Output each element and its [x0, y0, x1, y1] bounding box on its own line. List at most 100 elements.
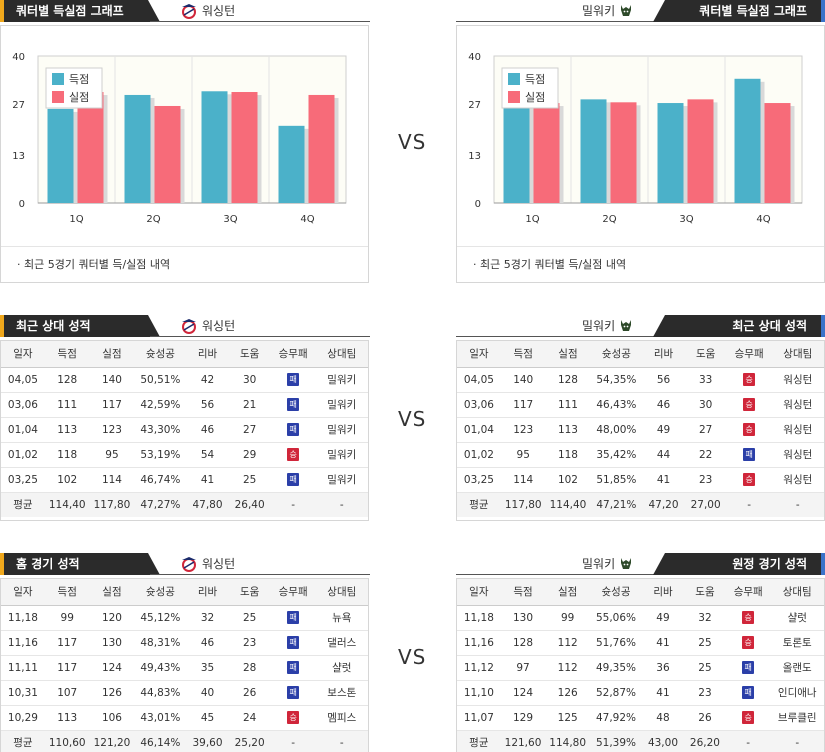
- table-cell: 123: [500, 417, 546, 443]
- column-header: 도움: [683, 579, 726, 606]
- chart-note-text: 최근 5경기 쿼터별 득/실점 내역: [480, 258, 627, 271]
- column-header: 실점: [545, 341, 591, 368]
- win-badge: 승: [287, 448, 300, 461]
- table-cell: 01,02: [1, 442, 45, 468]
- table-cell: 111: [545, 392, 591, 418]
- table-cell: 49: [641, 605, 684, 631]
- record-table: 일자 득점 실점 슛성공 리바 도움 승무패 상대팀 11,18 130 99 55,06% 49 32 승…: [457, 579, 824, 752]
- table-cell: 27,00: [684, 492, 727, 517]
- legend-swatch: [52, 91, 64, 103]
- table-row: 04,05 128 140 50,51% 42 30 패 밀워키: [1, 367, 368, 393]
- column-header: 슛성공: [590, 579, 642, 606]
- column-header: 상대팀: [770, 579, 824, 606]
- table-cell: 23: [684, 467, 727, 493]
- table-cell: 54,35%: [590, 367, 643, 393]
- table-cell: 48: [641, 705, 684, 731]
- table-cell: 140: [500, 367, 546, 393]
- table-cell: 01,04: [457, 417, 501, 443]
- legend-swatch: [52, 73, 64, 85]
- bar-scored: [657, 103, 684, 203]
- away-team-name: 밀워키: [582, 319, 616, 333]
- table-cell: 23: [228, 630, 271, 656]
- table-cell: 110,60: [44, 730, 90, 752]
- table-cell: 113: [44, 705, 90, 731]
- table-cell: 140: [89, 367, 135, 393]
- divider: [150, 336, 370, 337]
- column-header: 슛성공: [134, 579, 187, 606]
- table-cell: 118: [545, 442, 591, 468]
- table-cell: 26: [228, 680, 271, 706]
- table-cell: 01,02: [457, 442, 501, 468]
- win-badge: 승: [743, 373, 756, 386]
- table-cell: 밀워키: [315, 392, 368, 418]
- divider: [456, 336, 656, 337]
- y-tick-label: 0: [19, 199, 25, 210]
- table-cell: 04,05: [457, 367, 501, 393]
- table-cell: 107: [44, 680, 90, 706]
- table-cell: 114: [500, 467, 546, 493]
- column-header: 상대팀: [315, 341, 368, 368]
- bar-allowed: [77, 92, 104, 203]
- table-row: 01,04 123 113 48,00% 49 27 승 워싱턴: [457, 417, 824, 443]
- column-header: 득점: [44, 341, 90, 368]
- result-cell: 승: [270, 442, 316, 468]
- column-header: 승무패: [726, 341, 772, 368]
- table-cell: 47,92%: [590, 705, 642, 731]
- home-table-left: 일자 득점 실점 슛성공 리바 도움 승무패 상대팀 11,18 99 120 45,12% 32 25 패…: [0, 578, 369, 752]
- table-cell: 25: [683, 655, 726, 681]
- table-row: 01,02 118 95 53,19% 54 29 승 밀워키: [1, 442, 368, 468]
- table-cell: 51,85%: [590, 467, 643, 493]
- table-cell: 120: [89, 605, 135, 631]
- table-cell: 99: [545, 605, 590, 631]
- table-cell: 126: [89, 680, 135, 706]
- table-cell: 23: [683, 680, 726, 706]
- result-cell: 승: [725, 705, 771, 731]
- result-cell: 패: [270, 392, 316, 418]
- win-badge: 승: [743, 423, 756, 436]
- vs-label: VS: [398, 407, 427, 431]
- home-team-label: 워싱턴: [180, 555, 235, 572]
- column-header: 도움: [228, 579, 271, 606]
- table-cell: 밀워키: [315, 417, 368, 443]
- x-tick-label: 1Q: [69, 214, 83, 225]
- legend-label: 득점: [69, 73, 89, 86]
- result-cell: 승: [726, 392, 772, 418]
- legend-label: 득점: [525, 73, 545, 86]
- column-header: 일자: [1, 579, 45, 606]
- table-cell: 평균: [457, 492, 501, 517]
- table-cell: 11,07: [457, 705, 501, 731]
- table-cell: 52,87%: [590, 680, 642, 706]
- table-cell: 24: [228, 705, 271, 731]
- away-team-name: 밀워키: [582, 4, 616, 18]
- quarter-chart-panel-right: 40 27 13 0 1Q 2Q 3Q 4Q 득점 실점 · 최근 5경기 쿼터별 득/실점 내역: [456, 25, 825, 283]
- home-team-label: 워싱턴: [180, 2, 235, 19]
- table-cell: 56: [186, 392, 229, 418]
- table-cell: 117,80: [89, 492, 135, 517]
- column-header: 승무패: [270, 341, 316, 368]
- legend-swatch: [508, 73, 520, 85]
- column-header: 실점: [89, 341, 135, 368]
- table-cell: 112: [545, 630, 590, 656]
- table-cell: -: [270, 492, 316, 517]
- table-cell: 밀워키: [315, 367, 368, 393]
- table-cell: 125: [545, 705, 590, 731]
- table-cell: 39,60: [186, 730, 229, 752]
- table-cell: 32: [186, 605, 229, 631]
- table-cell: 보스톤: [315, 680, 368, 706]
- result-cell: 패: [270, 605, 316, 631]
- chart-note: · 최근 5경기 쿼터별 득/실점 내역: [1, 246, 368, 282]
- table-cell: 45: [186, 705, 229, 731]
- table-cell: 평균: [1, 730, 45, 752]
- loss-badge: 패: [287, 423, 300, 436]
- table-cell: 102: [545, 467, 591, 493]
- table-cell: 샬럿: [315, 655, 368, 681]
- column-header: 득점: [44, 579, 90, 606]
- table-cell: 44,83%: [134, 680, 187, 706]
- table-cell: 21: [228, 392, 271, 418]
- table-cell: 126: [545, 680, 590, 706]
- table-cell: 113: [545, 417, 591, 443]
- table-cell: 26,40: [228, 492, 271, 517]
- bar-allowed: [154, 105, 181, 203]
- table-cell: 129: [500, 705, 546, 731]
- table-cell: 106: [89, 705, 135, 731]
